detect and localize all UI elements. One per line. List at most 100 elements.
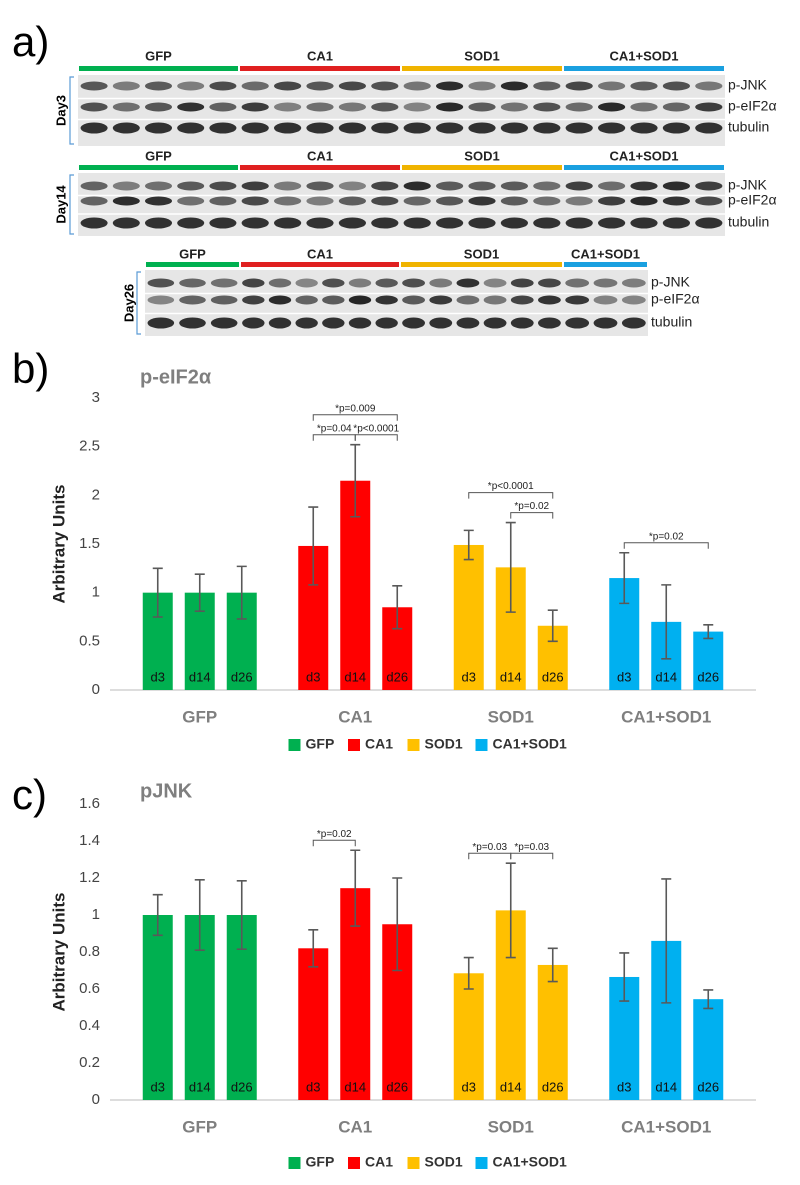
blot-band xyxy=(147,278,175,288)
x-category-label: GFP xyxy=(182,707,217,726)
significance-label: *p=0.03 xyxy=(472,842,507,853)
group-label: CA1 xyxy=(307,148,333,163)
blot-band xyxy=(210,278,238,288)
blot-band xyxy=(597,102,626,112)
significance-label: *p=0.02 xyxy=(514,501,549,512)
y-tick-label: 0 xyxy=(92,681,100,698)
blot-band xyxy=(80,122,108,134)
blot-band xyxy=(322,278,345,288)
legend-label: GFP xyxy=(306,736,335,752)
blot-band xyxy=(662,181,691,191)
blot-band xyxy=(695,181,723,191)
blot-band xyxy=(273,217,302,229)
blot-band xyxy=(565,196,593,206)
group-label: CA1+SOD1 xyxy=(571,246,640,261)
blot-band xyxy=(695,217,723,229)
bar-x-label: d26 xyxy=(697,669,719,684)
legend-swatch xyxy=(475,739,488,751)
blot-band xyxy=(468,81,496,91)
blot-band xyxy=(483,295,507,305)
blot-band xyxy=(403,217,431,229)
legend-label: SOD1 xyxy=(425,1154,463,1170)
blot-band xyxy=(371,181,399,191)
blot-band xyxy=(306,102,334,112)
blot-band xyxy=(268,295,292,305)
blot-band xyxy=(662,81,691,91)
significance-label: *p=0.02 xyxy=(317,829,352,840)
blot-band xyxy=(695,102,723,112)
bar-x-label: d26 xyxy=(386,1079,408,1094)
blot-band xyxy=(565,278,590,288)
blot-band xyxy=(621,317,646,329)
blot-band xyxy=(80,102,108,112)
significance-label: *p<0.0001 xyxy=(353,423,399,434)
blot-band xyxy=(429,278,453,288)
significance-bracket xyxy=(623,542,709,549)
blot-band xyxy=(273,102,302,112)
significance-bracket xyxy=(312,414,398,421)
legend-swatch xyxy=(407,739,420,751)
blot-band xyxy=(322,295,345,305)
blot-band xyxy=(348,278,372,288)
blot-band xyxy=(209,181,237,191)
blot-band xyxy=(306,81,334,91)
blot-band xyxy=(112,217,140,229)
bar-x-label: d3 xyxy=(462,669,476,684)
bar-x-label: d14 xyxy=(189,669,211,684)
bar-x-label: d3 xyxy=(617,669,631,684)
blot-band xyxy=(403,81,431,91)
bar-x-label: d14 xyxy=(500,1079,522,1094)
blot-background xyxy=(78,173,725,236)
group-bar xyxy=(240,165,400,170)
blot-band xyxy=(80,217,108,229)
bar-x-label: d3 xyxy=(462,1079,476,1094)
day-bracket xyxy=(69,76,74,145)
error-bar xyxy=(152,893,163,937)
blot-band xyxy=(597,181,626,191)
error-bar xyxy=(152,567,163,618)
blot-band xyxy=(456,278,480,288)
error-bar xyxy=(619,551,630,605)
blot-band xyxy=(695,122,723,134)
group-bar xyxy=(240,66,400,71)
group-bar xyxy=(146,262,239,267)
blot-band xyxy=(241,102,269,112)
band-label: p-eIF2α xyxy=(728,192,777,208)
bar-x-label: d26 xyxy=(542,669,564,684)
y-tick-label: 1.5 xyxy=(79,535,100,552)
blot-band xyxy=(241,196,269,206)
blot-band xyxy=(468,217,496,229)
blot-band xyxy=(593,278,618,288)
blot-band xyxy=(306,122,334,134)
group-label: CA1 xyxy=(307,48,333,63)
blot-band xyxy=(402,317,425,329)
blot-band xyxy=(435,217,464,229)
blot-band xyxy=(500,181,529,191)
blot-band xyxy=(295,295,318,305)
blot-band xyxy=(210,317,238,329)
y-tick-label: 0.4 xyxy=(79,1017,100,1034)
blot-band xyxy=(147,295,175,305)
chart-title: pJNK xyxy=(140,780,193,802)
blot-band xyxy=(597,196,626,206)
blot-band xyxy=(429,317,453,329)
bar-x-label: d26 xyxy=(697,1079,719,1094)
blot-band xyxy=(147,317,175,329)
bar-x-label: d26 xyxy=(231,669,253,684)
blot-band xyxy=(510,295,534,305)
day-bracket xyxy=(69,174,74,235)
y-tick-label: 2.5 xyxy=(79,438,100,455)
y-tick-label: 0.5 xyxy=(79,632,100,649)
blot-band xyxy=(338,196,367,206)
bar xyxy=(453,973,484,1100)
bar-x-label: d3 xyxy=(306,669,320,684)
blot-band xyxy=(209,196,237,206)
blot-band xyxy=(306,217,334,229)
y-axis-label: Arbitrary Units xyxy=(49,892,68,1011)
significance-label: *p=0.02 xyxy=(649,531,684,542)
blot-band xyxy=(597,81,626,91)
blot-band xyxy=(565,217,593,229)
blot-band xyxy=(144,181,173,191)
group-label: GFP xyxy=(179,246,206,261)
